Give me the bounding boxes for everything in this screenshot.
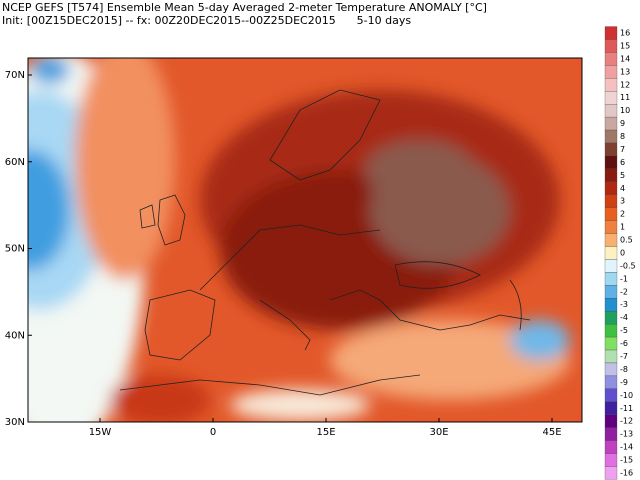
- colorbar-label: 13: [620, 67, 630, 76]
- colorbar-label: -14: [620, 443, 633, 452]
- colorbar-swatch: [604, 220, 618, 234]
- colorbar-swatch: [604, 155, 618, 170]
- colorbar-label: 12: [620, 80, 630, 89]
- colorbar-swatch: [604, 427, 618, 441]
- colorbar-swatch: [604, 26, 618, 40]
- lat-label: 70N: [5, 70, 25, 81]
- colorbar-swatch: [604, 181, 618, 195]
- colorbar-label: 16: [620, 29, 630, 38]
- colorbar-swatch: [604, 91, 618, 105]
- colorbar-swatch: [604, 453, 618, 467]
- subtitle-line: Init: [00Z15DEC2015] -- fx: 00Z20DEC2015…: [2, 14, 411, 27]
- colorbar-label: -8: [620, 365, 628, 374]
- colorbar-label: -15: [620, 456, 633, 465]
- colorbar-label: -2: [620, 287, 628, 296]
- colorbar-swatch: [604, 401, 618, 415]
- colorbar-swatch: [604, 233, 618, 247]
- colorbar-label: 9: [620, 119, 625, 128]
- lat-label: 50N: [5, 244, 25, 255]
- lon-label: 15W: [89, 427, 112, 438]
- colorbar-label: -12: [620, 417, 633, 426]
- colorbar-label: 8: [620, 132, 625, 141]
- colorbar-swatch: [604, 323, 618, 338]
- lon-label: 0: [210, 427, 216, 438]
- lon-label: 45E: [542, 427, 561, 438]
- colorbar-swatch: [604, 116, 618, 131]
- colorbar-swatch: [604, 349, 618, 364]
- field-blobs: [28, 58, 570, 422]
- colorbar-swatch: [604, 39, 618, 53]
- coastlines: [119, 89, 531, 396]
- lon-label: 30E: [429, 427, 448, 438]
- colorbar-swatch: [604, 285, 618, 299]
- colorbar-label: -3: [620, 300, 628, 309]
- colorbar-swatch: [604, 375, 618, 390]
- colorbar-label: -7: [620, 352, 628, 361]
- colorbar-swatch: [604, 388, 618, 402]
- title-line: NCEP GEFS [T574] Ensemble Mean 5-day Ave…: [2, 1, 487, 14]
- colorbar-label: 10: [620, 106, 630, 115]
- colorbar-label: 3: [620, 197, 625, 206]
- colorbar-label: -0.5: [620, 261, 636, 270]
- colorbar-swatch: [604, 246, 618, 260]
- colorbar-swatch: [604, 298, 618, 312]
- colorbar-swatch: [604, 65, 618, 79]
- colorbar-swatch: [604, 78, 618, 92]
- colorbar-label: 5: [620, 171, 625, 180]
- colorbar-swatch: [604, 362, 618, 377]
- colorbar-swatch: [604, 259, 618, 273]
- colorbar-label: -10: [620, 391, 633, 400]
- colorbar-swatch: [604, 311, 618, 325]
- colorbar-swatch: [604, 168, 618, 182]
- colorbar-swatch: [604, 142, 618, 157]
- colorbar-label: -16: [620, 468, 633, 477]
- colorbar-label: 4: [620, 184, 625, 193]
- colorbar-label: 6: [620, 158, 625, 167]
- colorbar-label: 14: [620, 54, 630, 63]
- colorbar-label: -5: [620, 326, 628, 335]
- colorbar-label: -13: [620, 430, 633, 439]
- colorbar-label: -11: [620, 404, 633, 413]
- colorbar-label: 11: [620, 93, 630, 102]
- lat-label: 40N: [5, 330, 25, 341]
- colorbar-label: -4: [620, 313, 628, 322]
- map-frame: [27, 57, 583, 423]
- lat-label: 60N: [5, 157, 25, 168]
- colorbar-label: 2: [620, 210, 625, 219]
- colorbar-swatch: [604, 440, 618, 454]
- colorbar-label: -9: [620, 378, 628, 387]
- colorbar-label: 15: [620, 41, 630, 50]
- colorbar-label: 7: [620, 145, 625, 154]
- colorbar-label: 0.5: [620, 236, 633, 245]
- colorbar-swatch: [604, 466, 618, 480]
- lat-label: 30N: [5, 417, 25, 428]
- colorbar-swatch: [604, 414, 618, 428]
- colorbar-label: 1: [620, 223, 625, 232]
- map-field: [28, 58, 582, 422]
- colorbar-swatch: [604, 194, 618, 208]
- colorbar-swatch: [604, 52, 618, 66]
- colorbar-label: -1: [620, 274, 628, 283]
- colorbar-label: -6: [620, 339, 628, 348]
- colorbar-swatch: [604, 129, 618, 144]
- colorbar-swatch: [604, 336, 618, 351]
- colorbar-swatch: [604, 104, 618, 118]
- colorbar-label: 0: [620, 248, 625, 257]
- colorbar-swatch: [604, 272, 618, 286]
- colorbar-swatch: [604, 207, 618, 221]
- lon-label: 15E: [316, 427, 335, 438]
